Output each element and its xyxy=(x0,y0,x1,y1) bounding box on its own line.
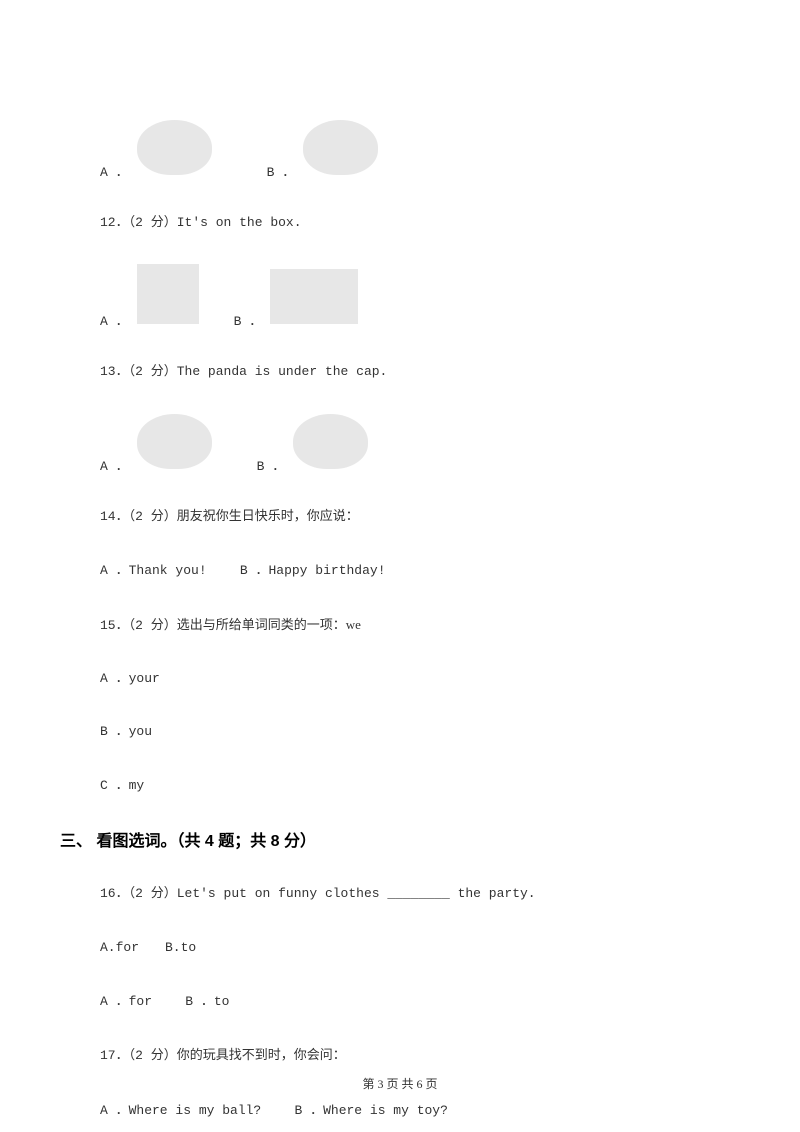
q11-options: A ． B ． xyxy=(60,120,720,180)
q16-hint: A.for B.to xyxy=(60,936,720,959)
q16-option-b[interactable]: B ．to xyxy=(185,990,229,1013)
q11-option-a-label: A ． xyxy=(100,161,129,180)
q14-option-b[interactable]: B ．Happy birthday! xyxy=(240,559,386,582)
q11-image-b xyxy=(303,120,378,180)
q17-question: 17．（2 分）你的玩具找不到时，你会问： xyxy=(60,1043,720,1067)
q13-question: 13．（2 分）The panda is under the cap. xyxy=(60,359,720,383)
q13-options: A ． B ． xyxy=(60,414,720,474)
q14-number: 14．（2 分） xyxy=(100,509,177,524)
q16-options: A ．for B ．to xyxy=(60,989,720,1013)
q13-number: 13．（2 分） xyxy=(100,364,177,379)
q15-option-c[interactable]: C ．my xyxy=(60,774,720,797)
q16-blank: ________ xyxy=(387,886,449,901)
q15-number: 15．（2 分） xyxy=(100,618,177,633)
q15-option-a[interactable]: A ．your xyxy=(60,667,720,690)
q16-text-before: Let's put on funny clothes xyxy=(177,886,388,901)
q15-option-b[interactable]: B ．you xyxy=(60,720,720,743)
panda-on-cap-icon xyxy=(303,120,378,175)
panda-in-cap-icon xyxy=(137,414,212,469)
monkey-under-card-icon xyxy=(270,269,358,324)
q13-text: The panda is under the cap. xyxy=(177,364,388,379)
q12-question: 12．（2 分）It's on the box. xyxy=(60,210,720,234)
q15-question: 15．（2 分）选出与所给单词同类的一项：we xyxy=(60,613,720,637)
q13-option-b-label: B ． xyxy=(257,455,286,474)
q12-option-b-label: B ． xyxy=(234,310,263,329)
q12-image-b xyxy=(270,269,358,329)
q12-text: It's on the box. xyxy=(177,215,302,230)
section-3-header: 三、 看图选词。（共 4 题；共 8 分） xyxy=(60,827,720,851)
q17-option-a[interactable]: A ．Where is my ball? xyxy=(100,1099,261,1122)
q13-image-b xyxy=(293,414,368,474)
q12-options: A ． B ． xyxy=(60,264,720,329)
q14-text: 朋友祝你生日快乐时，你应说： xyxy=(177,508,359,523)
q15-text: 选出与所给单词同类的一项：we xyxy=(177,617,361,632)
q17-options: A ．Where is my ball? B ．Where is my toy? xyxy=(60,1098,720,1122)
page-footer: 第 3 页 共 6 页 xyxy=(0,1075,800,1092)
q14-option-a[interactable]: A ．Thank you! xyxy=(100,559,207,582)
q16-number: 16．（2 分） xyxy=(100,886,177,901)
panda-under-cap-icon xyxy=(293,414,368,469)
q13-option-a-label: A ． xyxy=(100,455,129,474)
monkey-on-box-icon xyxy=(137,264,199,324)
q16-question: 16．（2 分）Let's put on funny clothes _____… xyxy=(60,881,720,905)
q14-options: A ．Thank you! B ．Happy birthday! xyxy=(60,558,720,582)
q11-option-b-label: B ． xyxy=(267,161,296,180)
q16-option-a[interactable]: A ．for xyxy=(100,990,152,1013)
q17-text: 你的玩具找不到时，你会问： xyxy=(177,1047,346,1062)
q13-image-a xyxy=(137,414,212,474)
panda-in-cap-icon xyxy=(137,120,212,175)
q11-image-a xyxy=(137,120,212,180)
q12-number: 12．（2 分） xyxy=(100,215,177,230)
q16-text-after: the party. xyxy=(450,886,536,901)
q12-image-a xyxy=(137,264,199,329)
q14-question: 14．（2 分）朋友祝你生日快乐时，你应说： xyxy=(60,504,720,528)
q17-number: 17．（2 分） xyxy=(100,1048,177,1063)
q17-option-b[interactable]: B ．Where is my toy? xyxy=(294,1099,447,1122)
q12-option-a-label: A ． xyxy=(100,310,129,329)
